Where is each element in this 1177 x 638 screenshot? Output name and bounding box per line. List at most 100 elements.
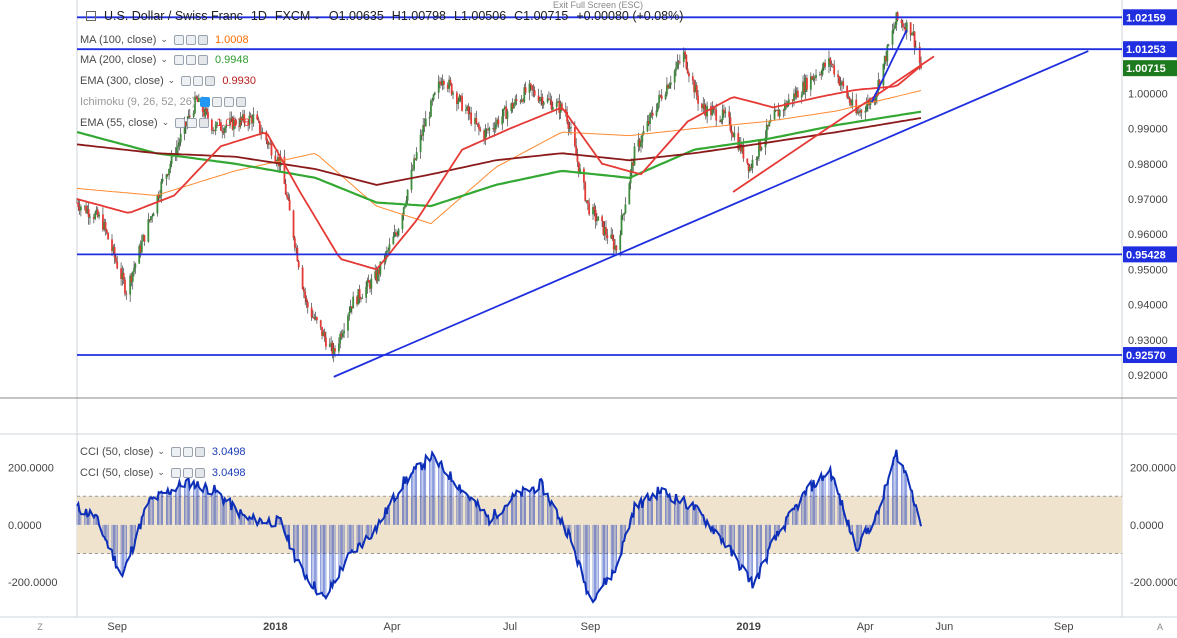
candle-body	[220, 122, 222, 131]
exit-fullscreen-hint[interactable]: Exit Full Screen (ESC)	[553, 0, 644, 10]
chevron-down-icon[interactable]: ⌄	[157, 446, 165, 456]
candle-body	[865, 105, 868, 112]
candle-body	[369, 282, 371, 289]
candle-body	[379, 261, 382, 275]
legend-ma100[interactable]: MA (100, close) ⌄ 1.0008	[80, 31, 249, 48]
eye-icon[interactable]	[181, 75, 192, 86]
candle-body	[314, 317, 317, 319]
time-tick-label: Apr	[857, 621, 874, 633]
close-icon[interactable]	[197, 54, 208, 65]
candle-body	[694, 85, 697, 93]
gear-icon[interactable]	[185, 34, 196, 45]
close-icon[interactable]	[199, 117, 210, 128]
candle-body	[882, 63, 885, 86]
chevron-down-icon[interactable]: ⌄	[157, 467, 165, 477]
gear-icon[interactable]	[185, 54, 196, 65]
gear-icon[interactable]	[193, 75, 204, 86]
candle-body	[406, 189, 409, 201]
chevron-down-icon[interactable]: ⌄	[161, 117, 170, 127]
candle-body	[822, 62, 825, 69]
close-icon[interactable]	[235, 96, 246, 107]
legend-ema55[interactable]: EMA (55, close) ⌄ 1.0078	[80, 114, 250, 131]
candle-body	[647, 121, 650, 124]
time-tick-label: Sep	[581, 621, 601, 633]
candle-body	[729, 117, 732, 131]
candle-body	[170, 154, 173, 164]
candle-body	[794, 93, 797, 97]
candle-body	[594, 209, 597, 222]
candle-body	[637, 139, 640, 147]
time-tick-label: Apr	[383, 621, 400, 633]
candle-body	[513, 104, 515, 109]
candle-body	[476, 123, 479, 125]
candle-body	[756, 156, 759, 160]
candle-body	[279, 156, 282, 167]
gear-icon[interactable]	[182, 467, 193, 478]
candle-body	[428, 116, 431, 119]
candle-body	[257, 119, 260, 122]
close-icon[interactable]	[197, 34, 208, 45]
candle-body	[487, 128, 489, 131]
chevron-down-icon[interactable]: ⌄	[160, 34, 168, 44]
eye-icon[interactable]	[175, 117, 186, 128]
candle-body	[452, 92, 454, 95]
eye-icon[interactable]	[170, 446, 181, 457]
candle-body	[669, 82, 672, 85]
candle-body	[715, 109, 718, 121]
candle-body	[505, 106, 508, 119]
eye-icon[interactable]	[170, 467, 181, 478]
candle-body	[129, 275, 132, 295]
candle-body	[493, 128, 496, 130]
close-icon[interactable]	[205, 75, 216, 86]
candle-body	[811, 76, 814, 80]
gear-icon[interactable]	[187, 117, 198, 128]
candle-body	[195, 96, 198, 98]
candle-body	[748, 167, 751, 172]
gear-icon[interactable]	[211, 96, 222, 107]
candle-body	[197, 97, 200, 103]
candle-body	[467, 106, 470, 115]
candle-body	[497, 119, 500, 125]
candle-body	[230, 117, 233, 119]
legend-cci-1[interactable]: CCI (50, close) ⌄ 3.0498	[80, 443, 246, 460]
candle-body	[339, 333, 342, 344]
legend-label: EMA (55, close)	[80, 116, 158, 129]
legend-cci-2[interactable]: CCI (50, close) ⌄ 3.0498	[80, 464, 246, 481]
candle-body	[765, 124, 768, 138]
braces-icon[interactable]	[223, 96, 234, 107]
candle-body	[96, 209, 99, 217]
chevron-down-icon[interactable]: ⌄	[313, 10, 321, 21]
candle-body	[612, 239, 615, 250]
candle-body	[470, 112, 473, 124]
candle-body	[791, 99, 794, 101]
candle-body	[838, 77, 841, 86]
candle-body	[710, 105, 712, 116]
close-icon[interactable]	[194, 467, 205, 478]
legend-label: EMA (300, close)	[80, 74, 164, 87]
candle-body	[592, 206, 594, 215]
candle-body	[439, 81, 441, 84]
close-icon[interactable]	[194, 446, 205, 457]
candle-body	[610, 234, 613, 239]
gear-icon[interactable]	[182, 446, 193, 457]
collapse-icon[interactable]	[86, 11, 96, 21]
candle-body	[732, 134, 734, 138]
hidden-eye-icon[interactable]	[199, 96, 210, 107]
candle-body	[315, 317, 318, 321]
candle-body	[269, 143, 272, 145]
candle-body	[638, 139, 641, 147]
legend-ichimoku[interactable]: Ichimoku (9, 26, 52, 26)	[80, 93, 248, 110]
eye-icon[interactable]	[173, 34, 184, 45]
eye-icon[interactable]	[173, 54, 184, 65]
legend-ma200[interactable]: MA (200, close) ⌄ 0.9948	[80, 51, 249, 68]
legend-ema300[interactable]: EMA (300, close) ⌄ 0.9930	[80, 72, 256, 89]
price-tick-label: 0.93000	[1128, 335, 1168, 347]
candle-body	[869, 99, 872, 106]
candle-body	[561, 103, 563, 110]
candle-body	[878, 80, 881, 86]
chevron-down-icon[interactable]: ⌄	[167, 75, 176, 85]
chevron-down-icon[interactable]: ⌄	[160, 54, 168, 64]
candle-body	[546, 98, 549, 103]
candle-body	[179, 133, 182, 143]
